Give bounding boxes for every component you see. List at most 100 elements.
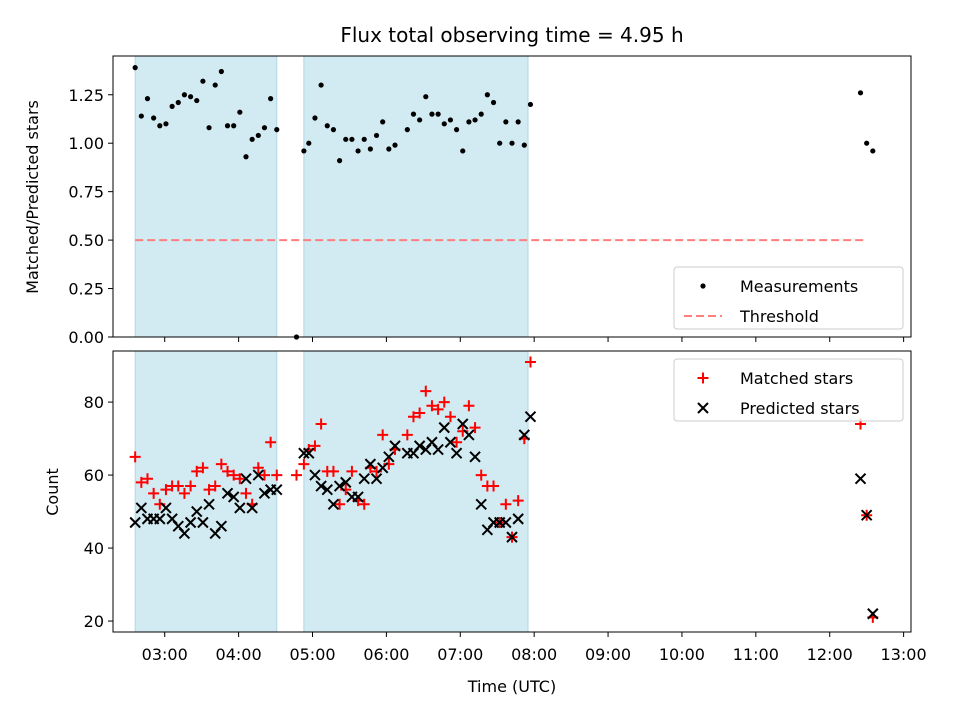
measurement-point <box>274 127 280 133</box>
predicted-star-point <box>160 502 172 514</box>
measurement-point <box>355 148 361 154</box>
measurement-point <box>509 140 515 146</box>
measurement-point <box>200 78 206 84</box>
measurement-point <box>864 140 870 146</box>
predicted-star-point <box>203 498 215 510</box>
predicted-star-point <box>469 451 481 463</box>
matched-star-point <box>426 400 438 412</box>
legend-box <box>673 266 904 330</box>
observing-interval <box>134 350 278 633</box>
x-tick-label: 06:00 <box>363 645 409 664</box>
x-tick-label: 11:00 <box>733 645 779 664</box>
predicted-star-point <box>444 436 457 448</box>
measurement-point <box>312 115 318 121</box>
y-tick-label: 60 <box>84 466 104 485</box>
matched-star-point <box>258 469 270 481</box>
predicted-star-point <box>298 447 310 459</box>
matched-star-point <box>358 498 370 510</box>
predicted-star-point <box>383 451 395 463</box>
measurement-point <box>306 140 312 146</box>
measurement-point <box>163 121 169 127</box>
predicted-star-point <box>271 483 283 496</box>
matched-star-point <box>172 480 184 492</box>
predicted-star-point <box>258 487 271 500</box>
matched-star-point <box>203 484 215 496</box>
measurement-point <box>330 127 337 133</box>
legend-box <box>673 358 904 422</box>
predicted-star-point <box>352 491 364 503</box>
y-tick-label: 0.50 <box>68 231 104 250</box>
predicted-star-point <box>450 447 463 459</box>
predicted-star-point <box>358 473 370 485</box>
predicted-star-point <box>389 440 401 452</box>
matched-star-point <box>215 458 227 470</box>
y-tick-label: 80 <box>84 393 104 412</box>
matched-star-point <box>414 407 426 419</box>
x-tick-label: 10:00 <box>659 645 705 664</box>
measurement-point <box>497 140 503 146</box>
y-tick-label: 40 <box>84 539 104 558</box>
predicted-star-point <box>506 531 518 543</box>
y-tick-label: 1.00 <box>68 134 104 153</box>
predicted-star-point <box>340 476 352 489</box>
predicted-star-point <box>860 509 873 521</box>
measurement-point <box>151 115 157 121</box>
measurement-point <box>527 101 534 108</box>
chart-title: Flux total observing time = 4.95 h <box>340 23 683 47</box>
measurement-point <box>144 96 151 102</box>
predicted-star-point <box>457 418 469 430</box>
measurement-point <box>429 111 435 117</box>
measurement-point <box>404 127 410 133</box>
y-tick-label: 20 <box>84 612 104 631</box>
x-tick-label: 03:00 <box>142 645 188 664</box>
measurement-point <box>466 119 472 125</box>
measurement-point <box>380 119 386 125</box>
predicted-star-point <box>240 473 252 485</box>
predicted-star-point <box>191 505 203 518</box>
legend-marker <box>697 402 709 414</box>
count-panel: 20 40 60 80 03:00 04:00 05:00 06:00 07:00 08:00 09… <box>84 350 927 664</box>
measurement-point <box>435 111 441 117</box>
x-tick-label: 08:00 <box>511 645 557 664</box>
measurement-point <box>224 123 231 129</box>
y-axis-label-count: Count <box>43 468 62 516</box>
measurement-point <box>249 136 255 142</box>
predicted-star-point <box>309 469 321 481</box>
matched-star-point <box>432 403 444 415</box>
measurement-point <box>212 82 218 88</box>
predicted-star-point <box>867 608 879 620</box>
measurement-point <box>410 111 417 117</box>
matched-star-point <box>309 440 321 452</box>
legend-label: Predicted stars <box>740 399 860 418</box>
measurement-point <box>478 111 484 117</box>
matched-star-point <box>512 495 524 507</box>
matched-star-point <box>407 411 419 423</box>
y-tick-label: 0.75 <box>68 183 104 202</box>
y-tick-label: 0.00 <box>68 328 104 347</box>
matched-star-point <box>438 396 450 408</box>
matched-star-point <box>135 476 147 488</box>
observing-interval <box>303 350 529 633</box>
measurement-point <box>361 136 367 142</box>
measurement-point <box>441 121 447 127</box>
predicted-star-point <box>512 513 524 525</box>
observing-interval <box>134 55 278 338</box>
measurement-point <box>521 142 527 148</box>
measurement-point <box>349 136 355 142</box>
matched-star-point <box>191 465 203 477</box>
predicted-star-point <box>234 502 246 514</box>
matched-star-point <box>346 465 358 477</box>
predicted-star-point <box>327 498 340 510</box>
predicted-star-point <box>438 421 450 434</box>
measurement-point <box>373 132 380 139</box>
measurement-point <box>157 123 163 129</box>
matched-star-point <box>524 356 536 368</box>
matched-star-point <box>488 480 500 492</box>
measurement-point <box>490 99 497 106</box>
measurement-point <box>181 92 188 98</box>
predicted-star-point <box>500 516 512 529</box>
x-tick-label: 09:00 <box>585 645 631 664</box>
measurement-point <box>423 94 429 100</box>
measurement-point <box>484 92 490 98</box>
predicted-star-point <box>303 447 315 459</box>
